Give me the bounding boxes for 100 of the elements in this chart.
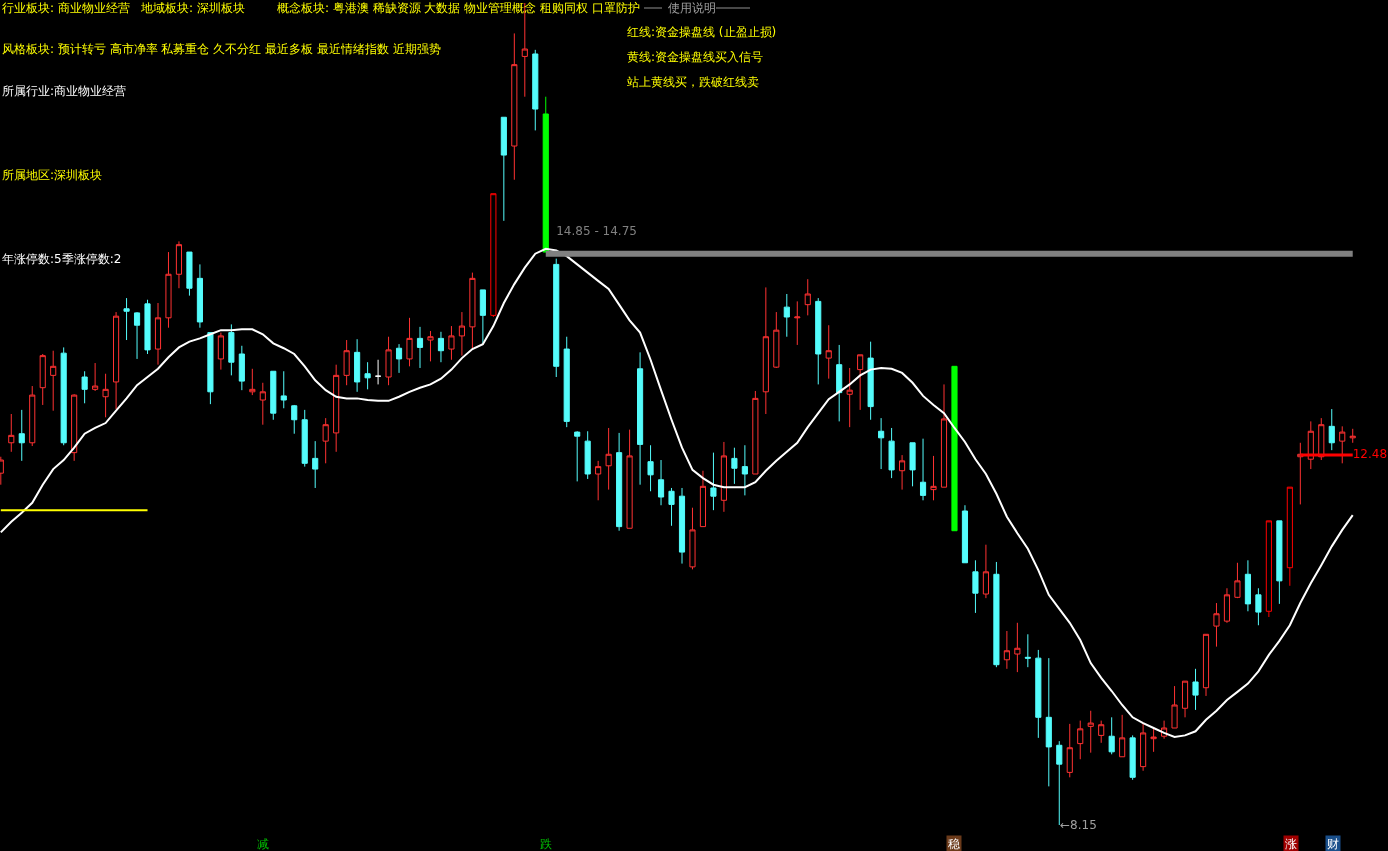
series-label: 12.48 bbox=[1352, 447, 1388, 462]
annotation: 所属行业:商业物业经营 bbox=[2, 84, 127, 98]
candlestick bbox=[584, 430, 591, 480]
candlestick bbox=[395, 343, 403, 374]
candlestick bbox=[1066, 723, 1073, 778]
candlestick bbox=[1150, 727, 1157, 753]
candlestick bbox=[207, 332, 214, 405]
candlestick bbox=[1108, 716, 1115, 755]
candlestick bbox=[1297, 442, 1304, 505]
candlestick bbox=[668, 487, 675, 527]
candlestick bbox=[1087, 710, 1094, 754]
candlestick bbox=[699, 470, 707, 528]
candlestick bbox=[175, 240, 183, 289]
candlestick bbox=[1003, 630, 1010, 670]
candlestick bbox=[815, 297, 822, 385]
candlestick bbox=[919, 438, 927, 501]
candlestick bbox=[982, 544, 989, 599]
candlestick bbox=[333, 364, 340, 453]
candlestick bbox=[18, 409, 25, 462]
candlestick bbox=[657, 459, 665, 506]
candlestick bbox=[375, 359, 382, 385]
candlestick bbox=[144, 299, 151, 355]
candlestick bbox=[1349, 428, 1356, 444]
candlestick bbox=[60, 346, 67, 446]
annotation: 红线:资金操盘线 (止盈止损) bbox=[627, 25, 777, 39]
candlestick bbox=[71, 393, 78, 462]
candlestick bbox=[113, 311, 120, 410]
candlestick bbox=[794, 300, 801, 346]
candlestick bbox=[804, 278, 811, 316]
candlestick bbox=[1014, 622, 1021, 673]
annotation: 所属地区:深圳板块 bbox=[2, 168, 103, 182]
candlestick bbox=[940, 383, 948, 488]
candlestick bbox=[846, 367, 853, 428]
series-label: 14.85 - 14.75 bbox=[556, 224, 637, 239]
candlestick bbox=[1307, 420, 1314, 470]
candlestick bbox=[154, 302, 162, 366]
candlestick bbox=[1276, 520, 1283, 605]
candlestick bbox=[8, 413, 15, 453]
candlestick bbox=[238, 345, 245, 391]
candlestick bbox=[469, 272, 476, 349]
candlestick bbox=[186, 251, 193, 297]
candlestick bbox=[1265, 520, 1272, 618]
candlestick bbox=[123, 297, 130, 341]
candlestick bbox=[50, 350, 57, 412]
candlestick bbox=[458, 311, 465, 357]
candlestick bbox=[29, 385, 36, 447]
candlestick bbox=[532, 49, 539, 131]
candlestick bbox=[270, 370, 277, 421]
candlestick bbox=[731, 447, 738, 485]
candlestick bbox=[1024, 633, 1031, 668]
candlestick bbox=[92, 362, 99, 392]
candlestick bbox=[364, 361, 371, 390]
candlestick bbox=[1181, 680, 1189, 718]
candlestick bbox=[259, 382, 266, 426]
candlestick bbox=[1223, 587, 1231, 624]
candlestick bbox=[217, 332, 224, 371]
candlestick bbox=[427, 330, 434, 362]
candlestick bbox=[993, 561, 1000, 668]
candlestick bbox=[1213, 602, 1220, 648]
candlestick bbox=[825, 324, 832, 380]
candlestick bbox=[637, 351, 644, 486]
candlestick bbox=[354, 338, 361, 393]
candlestick bbox=[1098, 720, 1105, 744]
annotation: 年涨停数:5季涨停数:2 bbox=[2, 252, 122, 266]
annotation: 使用说明 bbox=[668, 1, 716, 15]
candlestick bbox=[280, 370, 287, 409]
candlestick bbox=[899, 454, 906, 491]
candlestick bbox=[762, 286, 769, 415]
text: 财 bbox=[1327, 837, 1339, 851]
annotation: 地域板块: 深圳板块 bbox=[140, 1, 245, 15]
candlestick bbox=[1119, 714, 1126, 758]
candlestick bbox=[490, 193, 497, 318]
candlestick bbox=[385, 336, 392, 386]
annotation: 黄线:资金操盘线买入信号 bbox=[627, 50, 764, 64]
candlestick bbox=[710, 452, 717, 511]
candlestick bbox=[165, 251, 172, 329]
candlestick bbox=[1286, 486, 1293, 587]
candlestick bbox=[867, 341, 874, 421]
candlestick bbox=[448, 325, 455, 361]
candlestick bbox=[196, 263, 203, 329]
candlestick bbox=[1035, 649, 1042, 739]
candlestick bbox=[773, 311, 780, 369]
text: 跌 bbox=[540, 837, 552, 851]
candlestick bbox=[322, 417, 329, 464]
candlestick bbox=[500, 116, 507, 222]
candlestick bbox=[857, 354, 864, 411]
candlestick bbox=[1339, 425, 1346, 464]
candlestick bbox=[951, 365, 958, 532]
candlestick bbox=[1077, 720, 1084, 760]
candlestick bbox=[312, 440, 319, 489]
candlestick bbox=[406, 317, 413, 367]
candlestick bbox=[626, 429, 633, 529]
candlestick bbox=[511, 32, 518, 181]
annotation: 行业板块: 商业物业经营 bbox=[2, 1, 130, 15]
candlestick bbox=[228, 323, 235, 376]
candlestick bbox=[553, 258, 560, 378]
candlestick bbox=[133, 311, 141, 360]
candlestick bbox=[930, 455, 937, 501]
candlestick bbox=[1328, 408, 1335, 451]
candlestick bbox=[1234, 562, 1241, 599]
